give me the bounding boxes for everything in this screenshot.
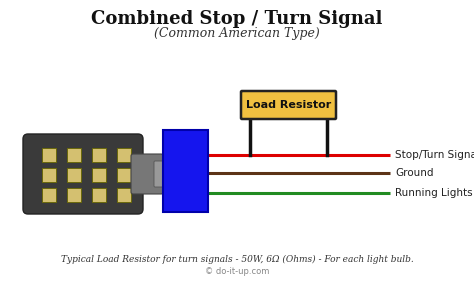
Text: Stop/Turn Signal: Stop/Turn Signal bbox=[395, 150, 474, 160]
Text: © do-it-up.com: © do-it-up.com bbox=[205, 266, 269, 275]
Text: Running Lights: Running Lights bbox=[395, 188, 473, 198]
Bar bbox=[92, 188, 106, 202]
Bar bbox=[67, 188, 81, 202]
Text: Ground: Ground bbox=[395, 168, 434, 178]
Bar bbox=[67, 148, 81, 162]
Bar bbox=[42, 188, 56, 202]
Bar bbox=[92, 148, 106, 162]
Bar bbox=[117, 148, 131, 162]
Bar bbox=[67, 168, 81, 182]
Bar bbox=[163, 130, 208, 212]
Text: (Common American Type): (Common American Type) bbox=[154, 26, 320, 40]
Bar bbox=[117, 188, 131, 202]
Bar bbox=[92, 168, 106, 182]
Bar bbox=[42, 148, 56, 162]
Text: Typical Load Resistor for turn signals - 50W, 6Ω (Ohms) - For each light bulb.: Typical Load Resistor for turn signals -… bbox=[61, 254, 413, 264]
FancyBboxPatch shape bbox=[131, 154, 163, 194]
FancyBboxPatch shape bbox=[23, 134, 143, 214]
FancyBboxPatch shape bbox=[241, 91, 336, 119]
Text: Combined Stop / Turn Signal: Combined Stop / Turn Signal bbox=[91, 10, 383, 28]
Text: Load Resistor: Load Resistor bbox=[246, 100, 331, 110]
Bar bbox=[42, 168, 56, 182]
FancyBboxPatch shape bbox=[154, 161, 170, 187]
Bar bbox=[117, 168, 131, 182]
